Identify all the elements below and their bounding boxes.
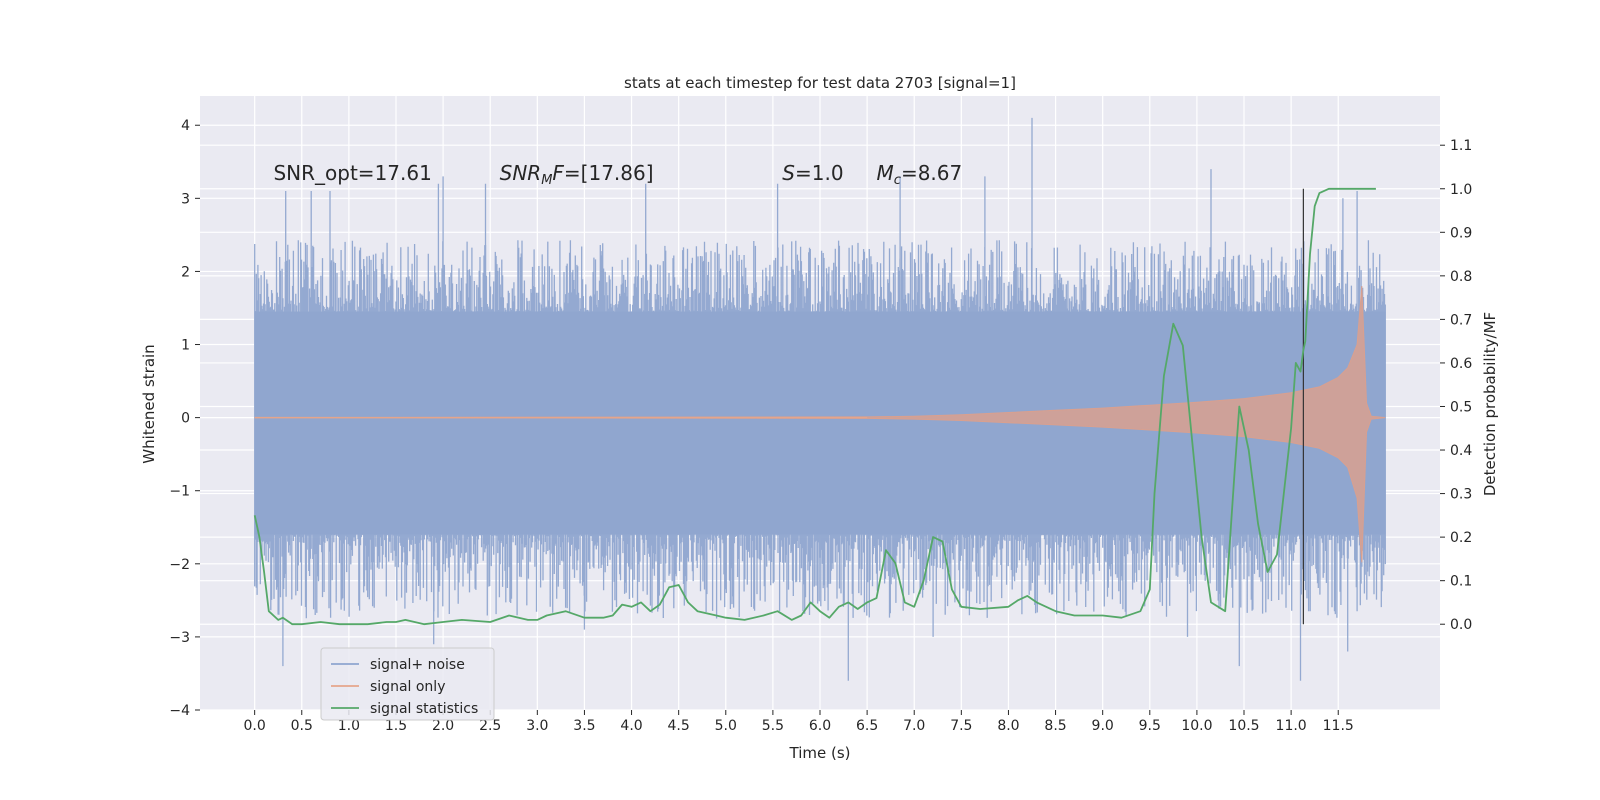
- y-tick-label-right: 0.2: [1450, 530, 1472, 546]
- y-tick-label: 4: [181, 118, 190, 134]
- x-tick-label: 7.5: [950, 718, 972, 734]
- x-tick-label: 4.5: [668, 718, 690, 734]
- x-tick-label: 9.0: [1092, 718, 1114, 734]
- y-tick-label-right: 1.0: [1450, 182, 1472, 198]
- annotations: SNR_opt=17.61 SNRMF=[17.86] S=1.0 Mc=8.67: [273, 161, 962, 188]
- annotation-3: S=1.0: [782, 161, 843, 185]
- stats-line: [253, 187, 1376, 626]
- x-tick-label: 0.0: [244, 718, 266, 734]
- y-tick-label: 1: [181, 338, 190, 354]
- y-tick-label-right: 0.0: [1450, 617, 1472, 633]
- x-tick-label: 9.5: [1139, 718, 1161, 734]
- y-tick-label-right: 0.7: [1450, 312, 1472, 328]
- legend-label: signal only: [370, 679, 445, 695]
- y-tick-label-right: 0.9: [1450, 225, 1472, 241]
- y-axis-label: Whitened strain: [140, 344, 158, 463]
- y-tick-label: −3: [169, 630, 190, 646]
- x-tick-label: 3.5: [573, 718, 595, 734]
- x-tick-label: 5.5: [762, 718, 784, 734]
- x-tick-label: 1.0: [338, 718, 360, 734]
- x-tick-label: 10.0: [1181, 718, 1212, 734]
- y-axis-label-right: Detection probability/MF: [1481, 312, 1499, 496]
- x-axis-label: Time (s): [789, 744, 851, 762]
- x-tick-label: 6.0: [809, 718, 831, 734]
- annotation-1: SNR_opt=17.61: [273, 161, 431, 185]
- x-tick-label: 4.0: [620, 718, 642, 734]
- x-tick-label: 0.5: [291, 718, 313, 734]
- y-tick-label-right: 0.6: [1450, 356, 1472, 372]
- x-tick-label: 11.0: [1276, 718, 1307, 734]
- x-tick-label: 6.5: [856, 718, 878, 734]
- x-tick-label: 3.0: [526, 718, 548, 734]
- y-tick-label-right: 1.1: [1450, 138, 1472, 154]
- chart-title: stats at each timestep for test data 270…: [624, 74, 1016, 92]
- y-tick-label: 2: [181, 264, 190, 280]
- y-tick-label: 0: [181, 411, 190, 427]
- y-tick-label: 3: [181, 191, 190, 207]
- y-tick-label: −2: [169, 557, 190, 573]
- x-tick-label: 10.5: [1228, 718, 1259, 734]
- y-tick-label-right: 0.4: [1450, 443, 1472, 459]
- x-tick-label: 2.0: [432, 718, 454, 734]
- y-tick-label-right: 0.5: [1450, 399, 1472, 415]
- x-tick-label: 8.0: [997, 718, 1019, 734]
- x-tick-label: 2.5: [479, 718, 501, 734]
- x-tick-label: 8.5: [1044, 718, 1066, 734]
- axes: 0.0 0.5 1.0 1.5 2.0 2.5 3.0 3.5 4.0 4.5 5.0 5.5 6.0 6…: [169, 118, 1472, 734]
- y-tick-label-right: 0.3: [1450, 487, 1472, 503]
- y-tick-label-right: 0.8: [1450, 269, 1472, 285]
- legend: signal+ noise signal only signal statistic…: [320, 647, 495, 721]
- x-tick-label: 5.0: [715, 718, 737, 734]
- annotation-4: Mc=8.67: [877, 161, 963, 188]
- legend-box: [320, 647, 495, 721]
- series-signal-statistics: [253, 187, 1376, 626]
- y-tick-label: −1: [169, 484, 190, 500]
- y-tick-label-right: 0.1: [1450, 574, 1472, 590]
- x-tick-label: 11.5: [1323, 718, 1354, 734]
- y-tick-label: −4: [169, 703, 190, 719]
- legend-label: signal+ noise: [370, 657, 465, 673]
- legend-label: signal statistics: [370, 701, 478, 717]
- x-tick-label: 1.5: [385, 718, 407, 734]
- x-tick-label: 7.0: [903, 718, 925, 734]
- annotation-2: SNRMF=[17.86]: [500, 161, 654, 188]
